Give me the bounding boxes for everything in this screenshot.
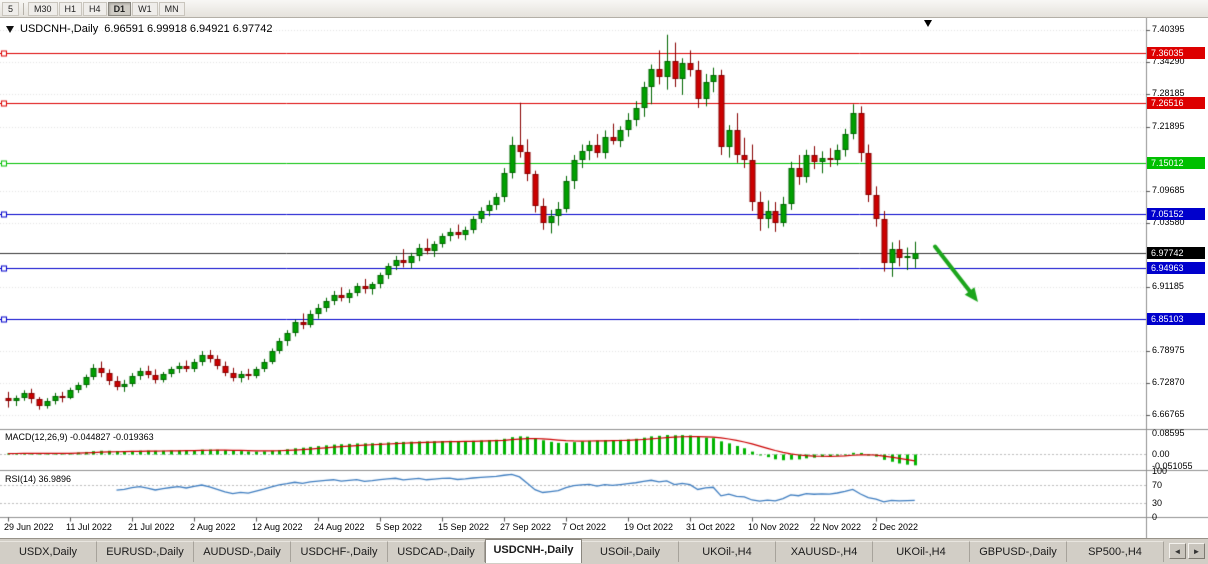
price-axis-tick: 7.03580: [1152, 217, 1185, 227]
macd-axis-tick: 0.08595: [1152, 428, 1185, 438]
timeframe-button-mn[interactable]: MN: [158, 1, 185, 16]
tab-scroll-right-button[interactable]: ►: [1188, 543, 1205, 559]
timeframe-button-h4[interactable]: H4: [83, 1, 107, 16]
price-axis-tick: 6.78975: [1152, 345, 1185, 355]
current-price-tag: 6.97742: [1147, 247, 1205, 259]
timeframe-button-5[interactable]: 5: [2, 1, 20, 16]
date-axis-label: 5 Sep 2022: [376, 522, 423, 532]
toolbar-separator: [23, 2, 25, 15]
tab-scroll-left-button[interactable]: ◄: [1169, 543, 1186, 559]
chart-tab-usdcnh-daily[interactable]: USDCNH-,Daily: [485, 539, 582, 563]
chart-region: USDCNH-,Daily 6.96591 6.99918 6.94921 6.…: [0, 18, 1208, 538]
chart-tab-eurusd-daily[interactable]: EURUSD-,Daily: [97, 541, 194, 562]
date-axis-label: 7 Oct 2022: [562, 522, 607, 532]
chart-tab-strip: USDX,Daily EURUSD-,Daily AUDUSD-,Daily USDC…: [0, 539, 1166, 563]
price-axis-tick: 7.28185: [1152, 88, 1185, 98]
date-axis-label: 24 Aug 2022: [314, 522, 365, 532]
rsi-axis-tick: 0: [1152, 512, 1158, 522]
timeframe-button-m30[interactable]: M30: [28, 1, 58, 16]
price-level-tag: 7.36035: [1147, 47, 1205, 59]
price-level-tag: 7.05152: [1147, 208, 1205, 220]
price-level-tag: 6.94963: [1147, 262, 1205, 274]
tab-scroll-controls: ◄ ►: [1166, 539, 1208, 559]
timeframe-toolbar: 5 M30 H1 H4 D1 W1 MN: [0, 0, 1208, 18]
date-axis-label: 21 Jul 2022: [128, 522, 175, 532]
date-axis-label: 27 Sep 2022: [500, 522, 552, 532]
price-level-tag: 7.15012: [1147, 157, 1205, 169]
chart-tab-sp500-h4[interactable]: SP500-,H4: [1067, 541, 1164, 562]
chart-tab-usdcad-daily[interactable]: USDCAD-,Daily: [388, 541, 485, 562]
timeframe-button-h1[interactable]: H1: [58, 1, 83, 16]
timeframe-button-d1[interactable]: D1: [107, 1, 132, 16]
price-axis-tick: 6.91185: [1152, 281, 1184, 291]
date-axis-label: 2 Aug 2022: [190, 522, 236, 532]
chart-tab-audusd-daily[interactable]: AUDUSD-,Daily: [194, 541, 291, 562]
date-axis-label: 10 Nov 2022: [748, 522, 800, 532]
date-axis-label: 29 Jun 2022: [4, 522, 54, 532]
date-axis-label: 31 Oct 2022: [686, 522, 736, 532]
price-axis-tick: 7.09685: [1152, 185, 1185, 195]
macd-axis-tick: 0.00: [1152, 449, 1170, 459]
price-axis-tick: 6.66765: [1152, 409, 1185, 419]
timeframe-button-w1[interactable]: W1: [132, 1, 158, 16]
chart-tab-usoil-daily[interactable]: USOil-,Daily: [582, 541, 679, 562]
chart-shift-marker-icon[interactable]: [924, 20, 932, 27]
rsi-axis-tick: 30: [1152, 498, 1163, 508]
timeframe-button-group: 5 M30 H1 H4 D1 W1 MN: [2, 1, 185, 16]
price-axis-tick: 7.21895: [1152, 121, 1185, 131]
chart-tab-ukoil-h4[interactable]: UKOil-,H4: [873, 541, 970, 562]
date-axis-label: 11 Jul 2022: [66, 522, 112, 532]
price-level-tag: 7.26516: [1147, 97, 1205, 109]
date-axis[interactable]: 29 Jun 2022 11 Jul 2022 21 Jul 2022 2 Aug 2…: [0, 518, 1146, 538]
rsi-axis-tick: 70: [1152, 480, 1163, 490]
date-axis-label: 15 Sep 2022: [438, 522, 490, 532]
price-axis[interactable]: 7.40395 7.34290 7.28185 7.21895 7.09685 7.035…: [1146, 18, 1208, 538]
chart-tab-bar: USDX,Daily EURUSD-,Daily AUDUSD-,Daily USDC…: [0, 538, 1208, 564]
price-axis-tick: 7.40395: [1152, 24, 1185, 34]
date-axis-label: 12 Aug 2022: [252, 522, 303, 532]
macd-axis-tick: -0.051055: [1152, 461, 1193, 471]
price-axis-tick: 7.34290: [1152, 56, 1185, 66]
chart-tab-xauusd-h4[interactable]: XAUUSD-,H4: [776, 541, 873, 562]
chart-tab-ukoil-h4[interactable]: UKOil-,H4: [679, 541, 776, 562]
chart-tab-usdx-daily[interactable]: USDX,Daily: [0, 541, 97, 562]
chart-tab-usdchf-daily[interactable]: USDCHF-,Daily: [291, 541, 388, 562]
chart-tab-gbpusd-daily[interactable]: GBPUSD-,Daily: [970, 541, 1067, 562]
date-axis-label: 2 Dec 2022: [872, 522, 919, 532]
price-level-tag: 6.85103: [1147, 313, 1205, 325]
price-chart-canvas[interactable]: [0, 18, 1208, 538]
price-axis-tick: 6.72870: [1152, 377, 1185, 387]
date-axis-label: 22 Nov 2022: [810, 522, 862, 532]
rsi-axis-tick: 100: [1152, 466, 1168, 476]
date-axis-label: 19 Oct 2022: [624, 522, 674, 532]
